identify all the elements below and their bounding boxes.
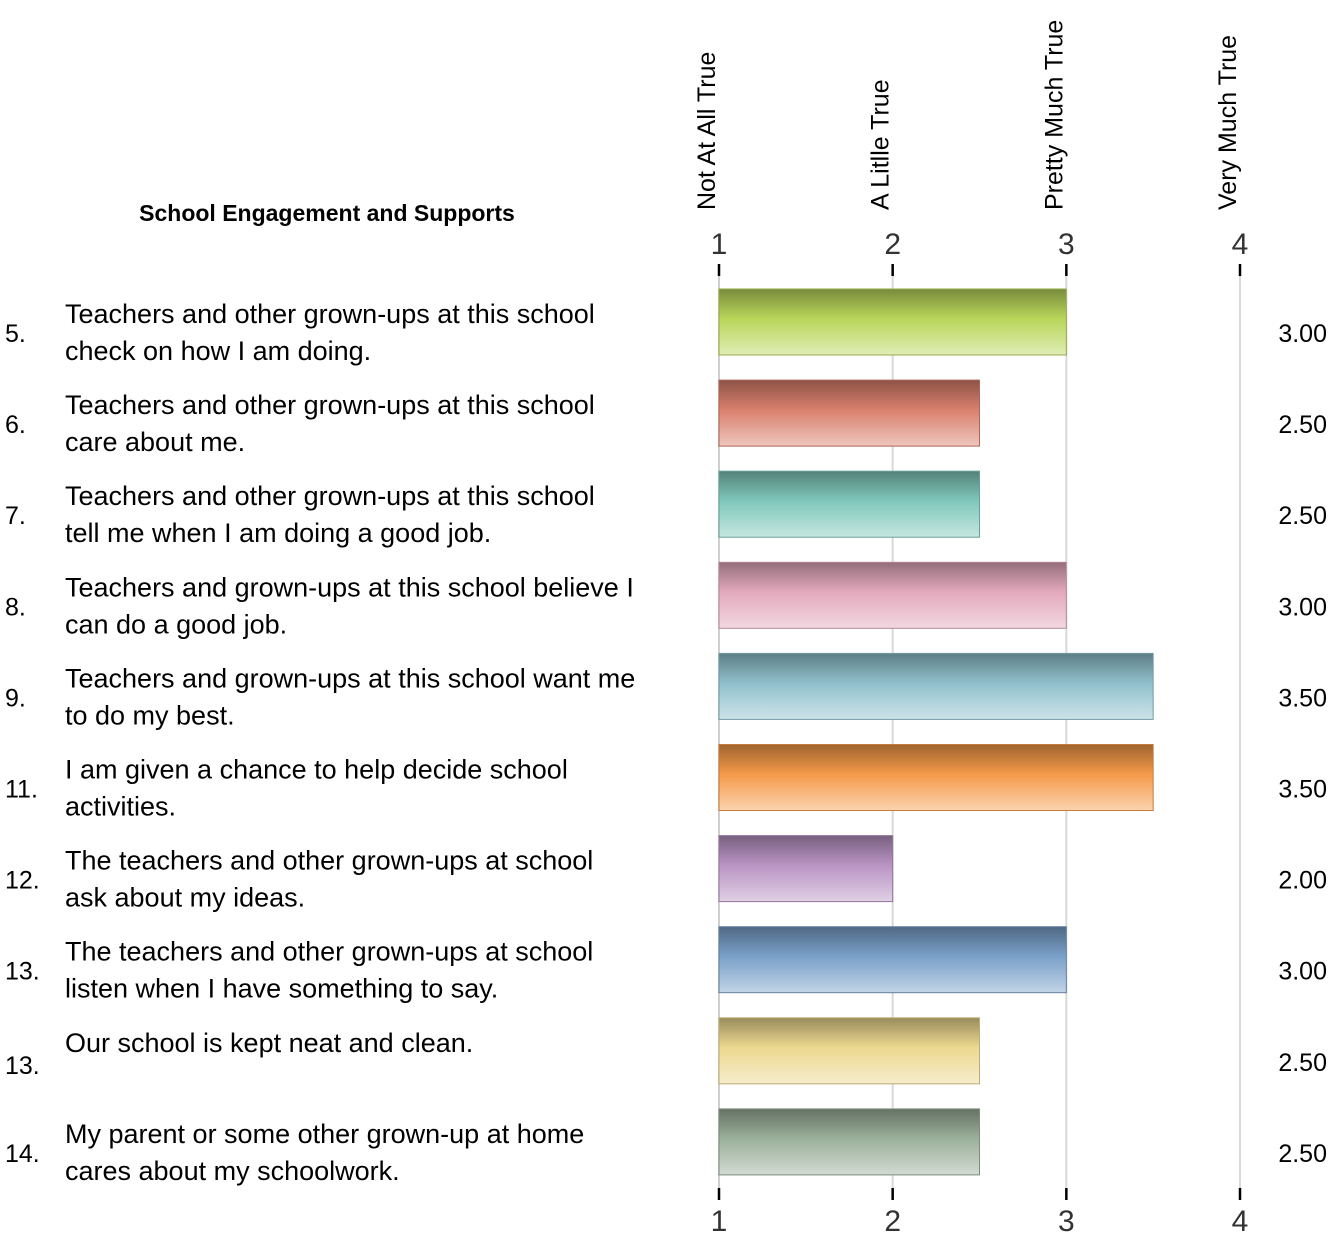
tick-label-bottom: 3 — [1058, 1205, 1075, 1234]
item-label: Our school is kept neat and clean. — [65, 1028, 473, 1058]
item-label: I am given a chance to help decide schoo… — [65, 755, 568, 785]
item-label: listen when I have something to say. — [65, 974, 498, 1004]
tick-label-top: 2 — [884, 228, 901, 261]
item-label: Teachers and grown-ups at this school be… — [65, 572, 634, 602]
tick-label-top: 1 — [711, 228, 728, 261]
item-number: 5. — [5, 320, 26, 348]
bar — [718, 561, 1067, 629]
item-label: to do my best. — [65, 700, 235, 730]
item-number: 7. — [5, 502, 26, 530]
value-label: 3.00 — [1278, 593, 1327, 621]
bar-layer — [718, 288, 1154, 1176]
value-label: 3.00 — [1278, 320, 1327, 348]
item-label: The teachers and other grown-ups at scho… — [65, 937, 593, 967]
item-label: Teachers and grown-ups at this school wa… — [65, 663, 635, 693]
value-label: 2.50 — [1278, 502, 1327, 530]
bar — [718, 470, 980, 538]
value-label: 2.50 — [1278, 1049, 1327, 1077]
item-number: 13. — [5, 1052, 40, 1080]
bar — [718, 288, 1067, 356]
item-label: Teachers and other grown-ups at this sch… — [65, 299, 595, 329]
item-number: 12. — [5, 867, 40, 895]
scale-label: Very Much True — [1214, 35, 1242, 210]
bar — [718, 652, 1154, 720]
scale-label: Pretty Much True — [1040, 20, 1068, 210]
tick-label-top: 3 — [1058, 228, 1075, 261]
item-number: 13. — [5, 958, 40, 986]
value-label: 3.50 — [1278, 684, 1327, 712]
tick-label-top: 4 — [1232, 228, 1249, 261]
value-label: 2.50 — [1278, 411, 1327, 439]
item-number: 9. — [5, 684, 26, 712]
item-label: activities. — [65, 792, 176, 822]
item-label: tell me when I am doing a good job. — [65, 518, 491, 548]
item-number: 6. — [5, 411, 26, 439]
scale-label: Not At All True — [693, 52, 721, 210]
value-label: 2.00 — [1278, 867, 1327, 895]
item-label: My parent or some other grown-up at home — [65, 1119, 584, 1149]
value-label: 3.00 — [1278, 958, 1327, 986]
value-label: 3.50 — [1278, 776, 1327, 804]
bar — [718, 926, 1067, 994]
item-label: Teachers and other grown-ups at this sch… — [65, 481, 595, 511]
text-layer: School Engagement and Supports 1 1 2 2 3 3 4 4 N… — [5, 20, 1327, 1234]
item-label: cares about my schoolwork. — [65, 1156, 400, 1186]
item-label: Teachers and other grown-ups at this sch… — [65, 390, 595, 420]
item-label: can do a good job. — [65, 609, 287, 639]
tick-label-bottom: 2 — [884, 1205, 901, 1234]
scale-label: A Litlle True — [867, 79, 895, 210]
chart-title: School Engagement and Supports — [139, 200, 515, 226]
item-number: 8. — [5, 593, 26, 621]
item-label: care about me. — [65, 427, 245, 457]
tick-label-bottom: 1 — [711, 1205, 728, 1234]
tick-label-bottom: 4 — [1232, 1205, 1249, 1234]
item-label: The teachers and other grown-ups at scho… — [65, 846, 593, 876]
item-label: check on how I am doing. — [65, 336, 371, 366]
bar — [718, 1017, 980, 1085]
value-label: 2.50 — [1278, 1140, 1327, 1168]
item-number: 11. — [5, 776, 38, 804]
item-number: 14. — [5, 1140, 40, 1168]
bar — [718, 835, 894, 903]
bar — [718, 379, 980, 447]
item-label: ask about my ideas. — [65, 883, 305, 913]
bar — [718, 1108, 980, 1176]
bar — [718, 744, 1154, 811]
